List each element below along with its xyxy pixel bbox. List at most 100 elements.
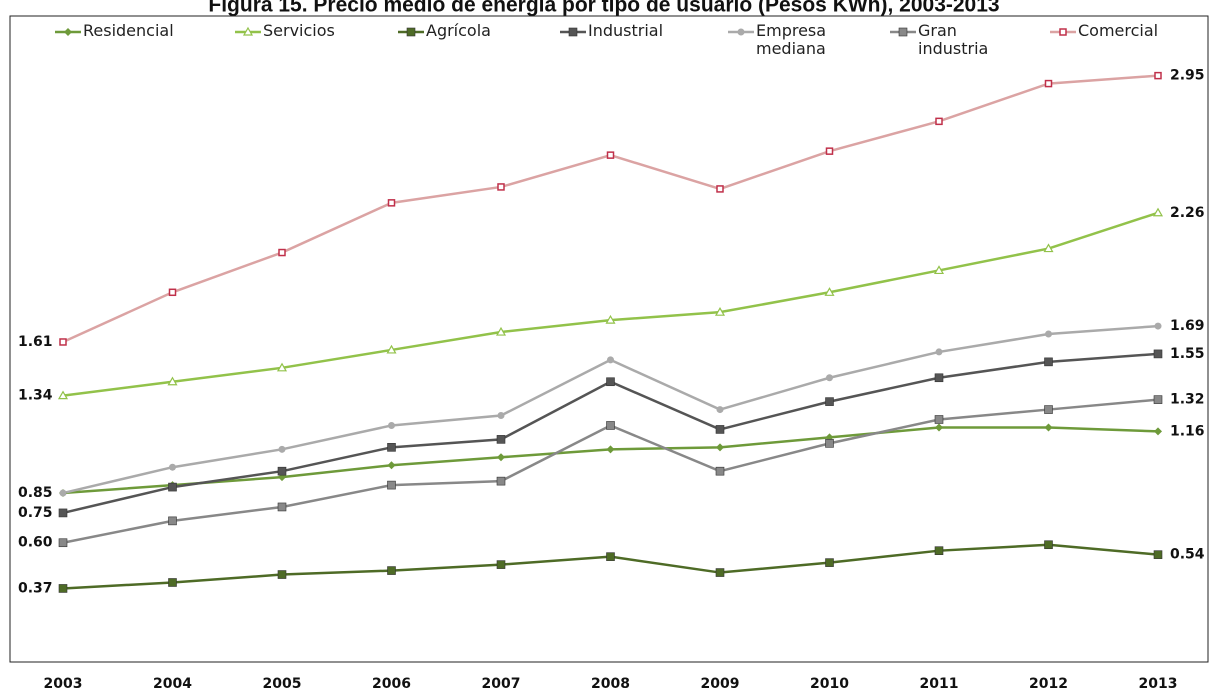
marker bbox=[606, 552, 615, 561]
marker bbox=[605, 314, 616, 324]
legend-icon bbox=[235, 26, 261, 36]
x-tick-label: 2005 bbox=[263, 676, 302, 692]
marker bbox=[1152, 207, 1164, 217]
marker bbox=[497, 453, 505, 462]
legend-marker bbox=[737, 28, 745, 36]
x-tick-label: 2004 bbox=[153, 676, 192, 692]
data-label: 1.34 bbox=[18, 388, 53, 404]
legend-marker bbox=[406, 27, 416, 37]
data-label: 0.37 bbox=[18, 580, 53, 596]
marker bbox=[496, 560, 506, 569]
marker bbox=[935, 117, 943, 126]
legend-icon bbox=[890, 27, 916, 37]
marker bbox=[58, 538, 68, 548]
legend-label: Agrícola bbox=[426, 21, 491, 40]
marker bbox=[714, 306, 726, 316]
marker bbox=[59, 338, 67, 346]
marker bbox=[387, 199, 396, 207]
marker bbox=[387, 461, 396, 470]
marker bbox=[934, 415, 944, 424]
marker bbox=[933, 265, 945, 275]
x-tick-label: 2013 bbox=[1139, 676, 1178, 692]
marker bbox=[1044, 540, 1053, 550]
data-label: 1.32 bbox=[1170, 392, 1205, 408]
marker bbox=[825, 147, 834, 155]
marker bbox=[825, 558, 834, 567]
marker bbox=[715, 425, 725, 434]
marker bbox=[715, 466, 725, 476]
data-label: 1.61 bbox=[18, 334, 53, 350]
data-label: 2.95 bbox=[1170, 68, 1205, 84]
chart-title: Figura 15. Precio medio de energía por t… bbox=[208, 0, 999, 17]
series-line bbox=[62, 543, 1159, 590]
marker bbox=[606, 421, 615, 430]
legend-label: Industrial bbox=[588, 21, 664, 40]
data-label: 0.60 bbox=[18, 535, 53, 551]
marker bbox=[1045, 330, 1052, 338]
marker bbox=[824, 287, 835, 296]
data-label: 0.85 bbox=[18, 485, 53, 501]
marker bbox=[606, 377, 615, 387]
marker bbox=[497, 183, 505, 191]
marker bbox=[934, 373, 944, 383]
x-tick-label: 2012 bbox=[1029, 676, 1068, 692]
marker bbox=[58, 508, 68, 518]
data-label: 1.69 bbox=[1170, 318, 1205, 334]
marker bbox=[935, 423, 943, 432]
series-line bbox=[62, 211, 1159, 397]
legend-marker bbox=[898, 27, 908, 37]
legend-icon bbox=[55, 28, 81, 36]
marker bbox=[387, 566, 396, 575]
series-line bbox=[62, 74, 1159, 344]
legend-marker bbox=[1059, 28, 1067, 36]
legend-icon bbox=[560, 27, 586, 37]
marker bbox=[1153, 550, 1163, 559]
marker bbox=[277, 466, 287, 476]
marker bbox=[496, 435, 506, 444]
marker bbox=[278, 445, 286, 453]
plot-frame bbox=[9, 15, 1209, 663]
marker bbox=[59, 489, 67, 497]
x-tick-label: 2006 bbox=[372, 676, 411, 692]
legend-label: Comercial bbox=[1078, 21, 1159, 40]
legend-icon bbox=[398, 27, 424, 37]
data-label: 0.75 bbox=[18, 505, 53, 521]
data-label: 1.16 bbox=[1170, 423, 1205, 439]
marker bbox=[1044, 357, 1053, 367]
marker bbox=[495, 326, 507, 336]
marker bbox=[387, 480, 396, 490]
marker bbox=[277, 502, 287, 512]
marker bbox=[58, 584, 68, 593]
marker bbox=[935, 348, 943, 356]
marker bbox=[497, 412, 505, 420]
marker bbox=[825, 397, 834, 406]
marker bbox=[1044, 79, 1053, 88]
legend-label: Residencial bbox=[83, 21, 174, 40]
marker bbox=[169, 463, 176, 471]
legend-icon bbox=[728, 28, 754, 36]
marker bbox=[606, 445, 615, 454]
marker bbox=[387, 443, 396, 452]
marker bbox=[1154, 427, 1162, 436]
legend-icon bbox=[1050, 28, 1076, 36]
marker bbox=[496, 476, 506, 486]
data-label: 1.55 bbox=[1170, 346, 1205, 362]
marker bbox=[607, 356, 614, 364]
x-tick-label: 2009 bbox=[701, 676, 740, 692]
marker bbox=[1044, 423, 1053, 432]
x-tick-label: 2007 bbox=[482, 676, 521, 692]
marker bbox=[826, 374, 833, 382]
marker bbox=[716, 185, 724, 193]
series-line bbox=[62, 426, 1159, 495]
marker bbox=[716, 406, 724, 414]
marker bbox=[277, 570, 287, 579]
marker bbox=[168, 288, 177, 297]
marker bbox=[276, 362, 288, 372]
marker bbox=[1154, 322, 1162, 330]
legend-marker bbox=[568, 27, 578, 37]
marker bbox=[278, 248, 286, 257]
marker bbox=[934, 546, 944, 555]
marker bbox=[168, 578, 177, 587]
legend-label: Empresa mediana bbox=[756, 21, 827, 58]
